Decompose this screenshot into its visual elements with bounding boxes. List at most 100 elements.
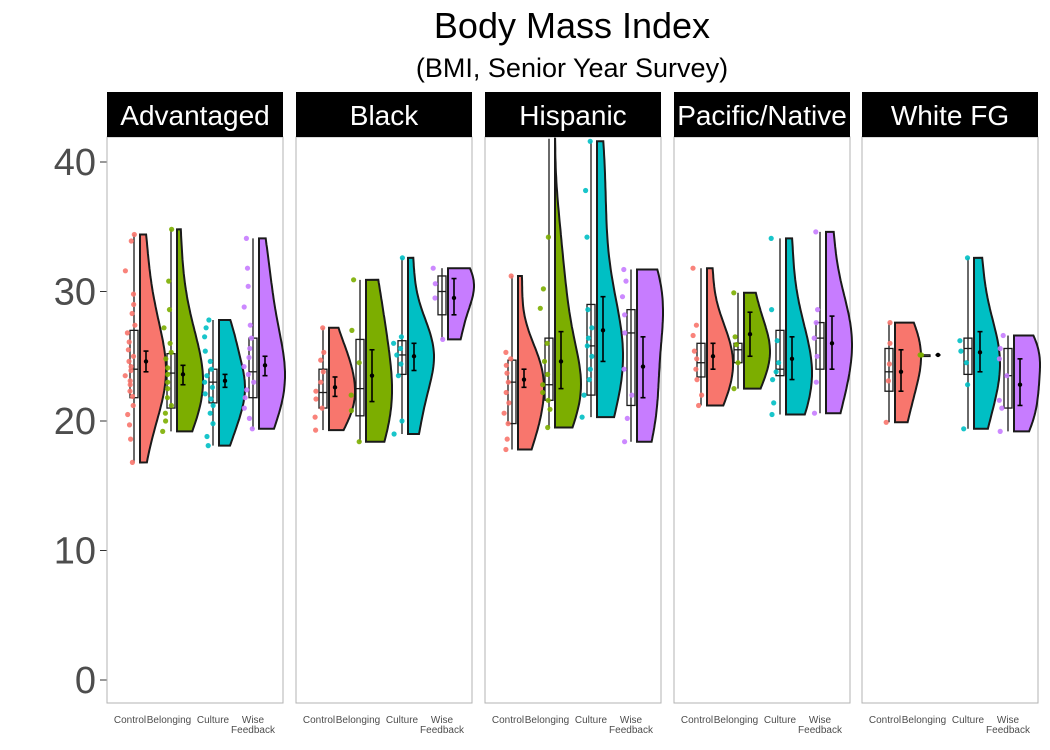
violin [517,274,545,451]
data-point [163,418,169,424]
panel-advantaged: Advantaged Control Belonging Culture WiseFee… [106,92,286,736]
mean-point [411,354,417,359]
group-belonging [348,277,393,445]
mean-point [451,295,457,301]
data-point [166,278,172,284]
data-point [128,367,134,374]
data-point [964,255,971,261]
x-tick-label: Culture [197,715,230,726]
data-point [164,395,170,401]
data-point [958,348,964,354]
data-point [583,187,589,194]
data-point [165,386,171,392]
data-point [694,377,700,383]
data-point [770,377,776,383]
data-point [508,273,514,279]
group-belonging [160,226,204,434]
data-point [999,405,1005,411]
data-point [886,361,893,367]
data-point [127,388,133,394]
data-point [589,325,595,331]
data-point [128,436,134,442]
data-point [771,400,777,406]
mean-point [332,385,338,390]
group-culture [391,255,435,437]
data-point [545,371,551,377]
x-tick-label: Control [303,715,335,726]
data-point [768,235,774,241]
data-point [693,322,700,328]
data-point [209,384,215,390]
data-point [885,378,892,384]
data-point [321,349,327,355]
data-point [129,393,136,399]
data-point [165,379,171,385]
box [397,340,407,376]
violin [218,318,246,447]
data-point [1000,332,1006,339]
box [884,347,894,392]
data-point [585,307,591,313]
box [355,338,365,417]
data-point [161,325,167,331]
data-point [249,426,255,432]
group-culture [768,235,813,418]
mean-point [222,378,228,384]
mean-point [829,341,835,346]
data-point [398,334,404,340]
data-point [432,281,438,287]
violin [258,237,286,430]
strip-label: Black [350,100,419,131]
group-wise-feedback [811,229,853,416]
violin [328,326,356,432]
data-point [247,345,253,352]
data-point [132,322,138,328]
x-tick-label: Control [869,715,901,726]
data-point [503,349,509,355]
data-point [130,402,136,409]
data-point [440,336,446,342]
data-point [965,382,971,388]
data-point [207,358,213,364]
violin [973,256,1001,430]
data-point [501,410,507,416]
mean-point [1017,382,1023,387]
x-tick-label: Wise [809,715,832,726]
mean-point [521,377,527,382]
x-tick-label: Belonging [147,715,191,726]
data-point [584,234,590,240]
x-tick-label: Control [492,715,524,726]
data-point [202,348,208,354]
group-wise-feedback [996,332,1041,434]
data-point [313,427,319,433]
y-axis: 0 10 20 30 40 [54,142,107,702]
data-point [773,369,779,375]
data-point [586,377,592,383]
x-tick-label: Culture [952,715,985,726]
data-point [162,410,168,416]
strip-label: White FG [891,100,1009,131]
data-point [160,428,166,434]
group-culture [957,255,1001,432]
violin [894,321,922,424]
box [626,308,636,407]
data-point [130,291,137,297]
y-tick-label: 0 [75,660,96,702]
data-point [732,334,738,340]
group-culture [202,317,246,449]
data-point [547,406,553,412]
data-point [248,335,254,341]
data-point [125,411,131,418]
data-point [127,378,133,384]
group-culture [579,138,624,420]
strip-header [107,92,283,137]
data-point [126,339,132,345]
data-point [883,419,889,425]
data-point [128,238,134,244]
data-point [619,294,626,300]
data-point [887,340,893,346]
data-point [166,307,173,313]
data-point [589,353,595,359]
x-tick-label: Belonging [525,715,569,726]
box [815,321,825,370]
